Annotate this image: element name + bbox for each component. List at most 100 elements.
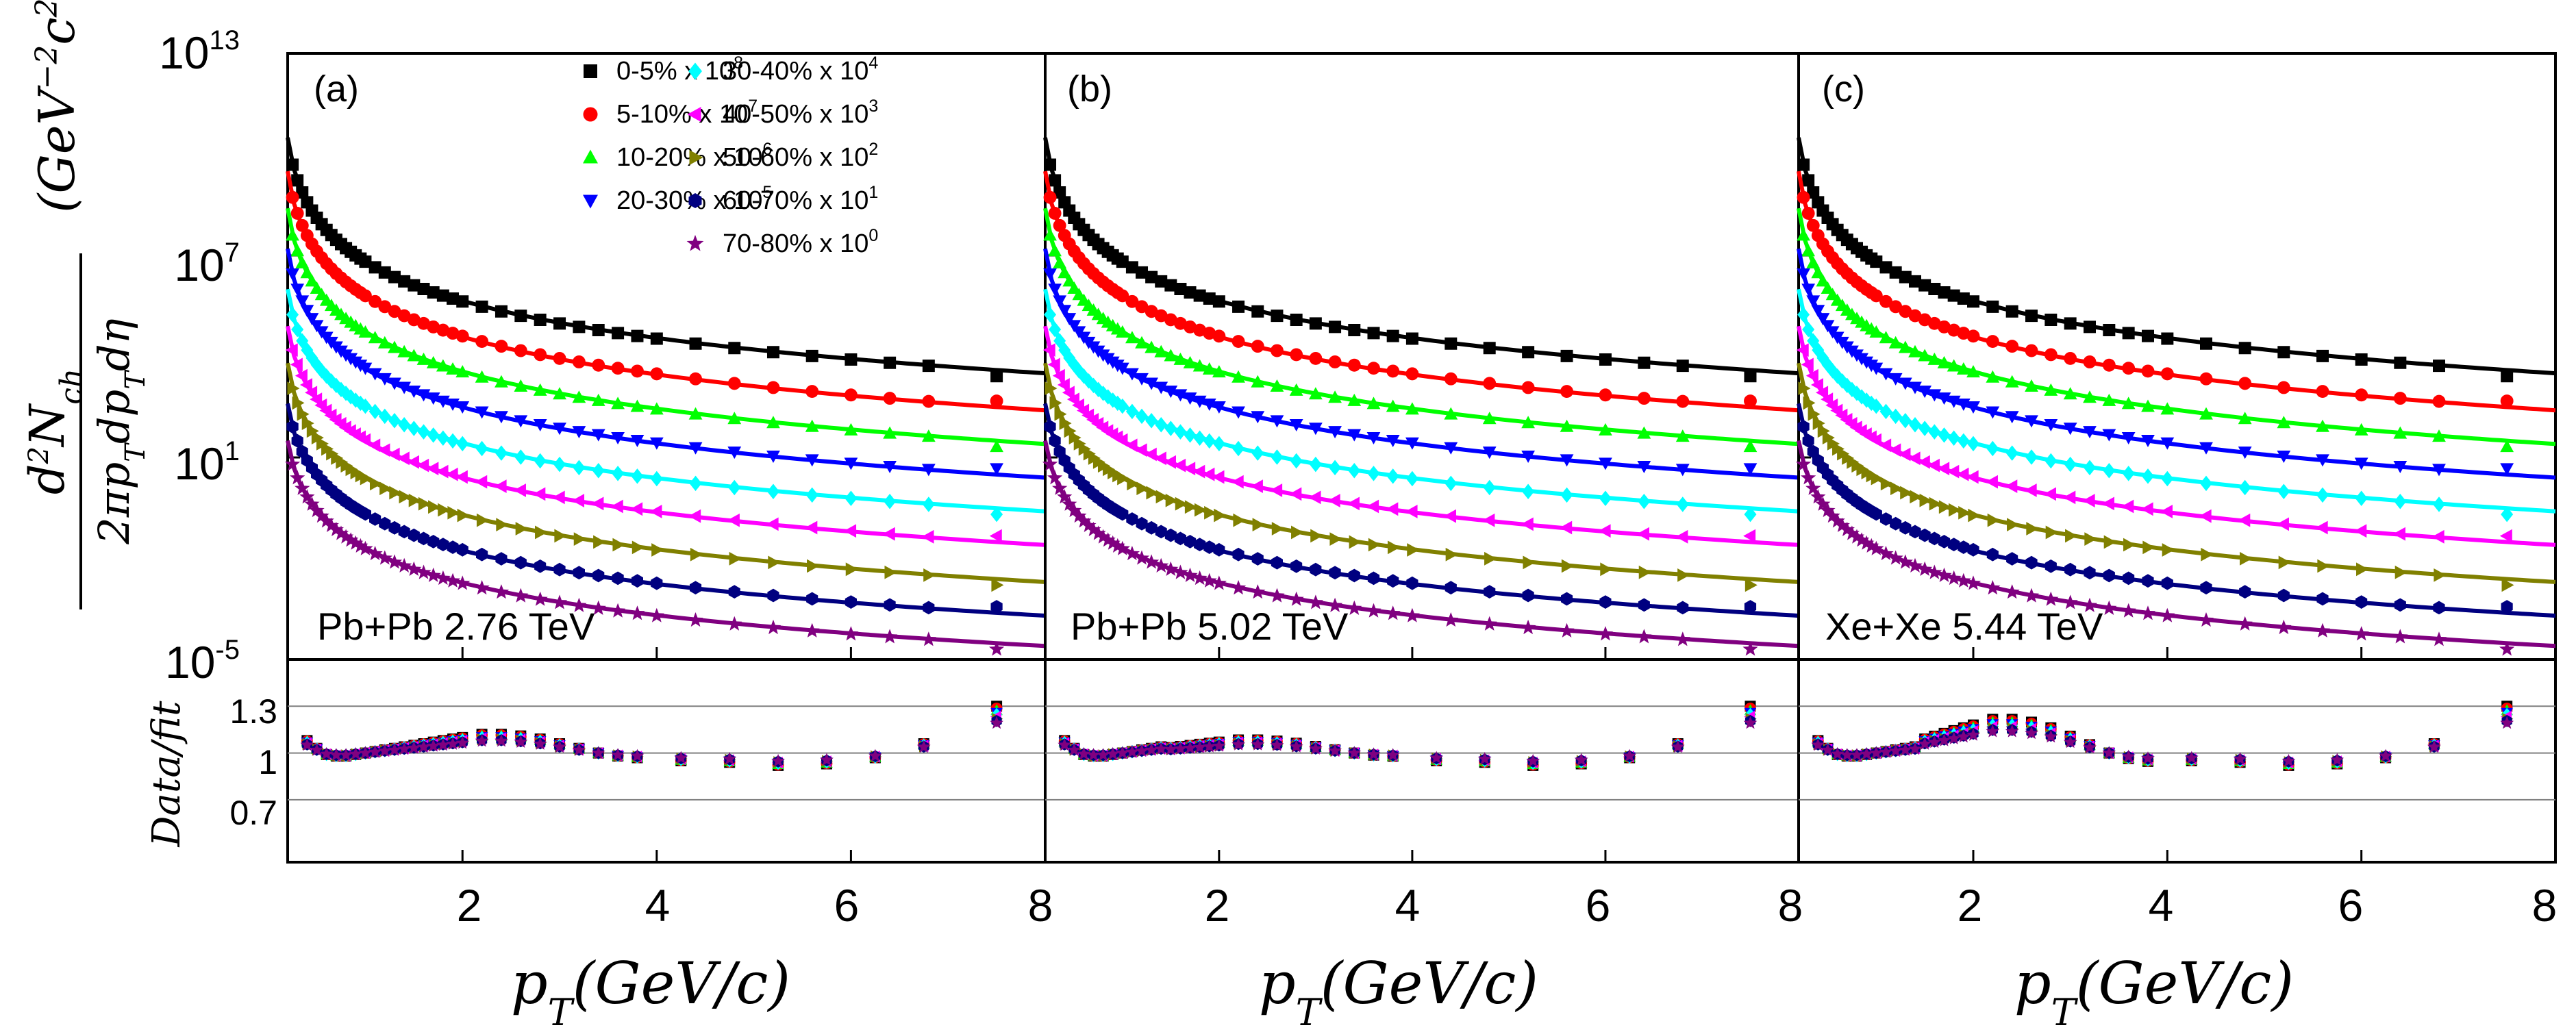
panel-c-point-0-19 [1909,275,1921,288]
panel-c-point-1-15 [1869,289,1883,303]
panel-b-point-2-16 [1125,331,1139,344]
panel-c-point-0-21 [1928,282,1941,295]
panel-b-point-5-29 [1289,487,1302,501]
panel-c-point-1-38 [2277,381,2290,394]
panel-a-point-3-15 [358,362,373,375]
panel-c-point-6-2 [1808,407,1821,421]
y-tick-1e-5: 10-5 [165,635,240,688]
panel-a-point-3-5 [310,320,324,333]
panel-a-point-5-42 [921,529,934,544]
panel-a-point-1-24 [446,327,460,340]
panel-c-point-5-3 [1810,378,1823,392]
panel-a-point-6-16 [369,477,382,491]
panel-a-ratio-point-8-18 [495,733,508,747]
panel-a-point-3-18 [388,377,401,390]
panel-a-point-5-38 [766,517,779,531]
panel-b-point-8-4 [1062,496,1077,511]
panel-a-point-7-25 [456,542,468,557]
panel-b-point-3-22 [1183,392,1197,405]
panel-b-point-2-33 [1366,397,1381,410]
panel-c-point-8-34 [2140,605,2156,620]
panel-b-point-0-17 [1136,266,1149,279]
panel-a-ratio-point-8-4 [339,748,353,761]
panel-a-point-8-36 [688,612,703,627]
panel-b-point-6-4 [1064,424,1077,438]
panel-b-point-8-25 [1211,575,1227,590]
panel-c-point-0-32 [2103,324,2116,337]
x-tick-b-6: 6 [1586,880,1611,931]
panel-c-ratio-point-8-7 [1879,744,1893,758]
panel-c-point-1-35 [2160,367,2174,381]
panel-a-point-7-23 [437,538,449,551]
y-title-d-exp: 2 [23,446,55,464]
panel-b-point-5-1 [1047,357,1060,372]
panel-a-point-6-22 [428,500,441,514]
panel-c-point-2-27 [2005,375,2019,388]
panel-b-point-4-41 [1638,493,1651,509]
panel-a-ratio-point-8-10 [397,742,411,755]
panel-c-point-3-5 [1821,320,1835,333]
panel-b-point-8-13 [1105,535,1121,550]
panel-a-point-7-41 [884,598,896,612]
panel-b-point-7-29 [1290,559,1303,573]
panel-a-point-3-21 [416,389,431,402]
panel-a-point-0-38 [766,346,779,359]
panel-c-point-7-24 [1958,540,1970,554]
panel-b-point-1-37 [1483,377,1497,390]
panel-b-point-2-41 [1637,426,1651,439]
panel-b-point-8-35 [1404,607,1420,622]
panel-b-point-6-1 [1049,396,1062,410]
panel-a-point-0-32 [592,324,605,337]
panel-c-point-6-16 [1880,477,1893,491]
panel-a-point-2-43 [990,440,1004,453]
panel-b-point-4-15 [1116,398,1129,414]
panel-b-point-7-1 [1049,433,1061,448]
panel-c-point-4-36 [2200,475,2212,492]
panel-a-point-4-30 [553,456,566,473]
panel-b-point-1-42 [1676,394,1690,408]
panel-c-point-5-24 [1956,467,1969,481]
panel-b-point-0-16 [1125,261,1138,274]
panel-c-point-1-42 [2432,394,2446,408]
legend-label-1: 5-10% x 107 [616,97,758,129]
panel-a-ratio-point-8-0 [300,738,314,751]
panel-b-system: Pb+Pb 5.02 TeV [1071,605,1349,648]
panel-c-ratio-point-8-9 [1898,742,1912,756]
panel-a-point-8-29 [532,591,548,606]
panel-b-fit-line-1 [1043,171,1799,413]
panel-a-point-7-24 [447,540,459,554]
panel-c-point-5-33 [2121,499,2134,514]
panel-c-point-8-19 [1907,557,1923,572]
panel-a-point-7-36 [690,581,702,595]
panel-c-point-6-35 [2162,543,2175,557]
panel-a-ratio-point-8-29 [820,753,834,766]
panel-a-point-3-20 [407,386,421,399]
panel-c-point-5-40 [2354,524,2367,538]
panel-b-point-8-30 [1308,594,1323,609]
spectra-y-axis-title: d2Nch 2πpTdpTdη (GeV−2c2) [19,0,151,609]
panel-c-point-3-34 [2141,434,2155,447]
panel-c-point-1-39 [2316,385,2329,399]
x-tick-labels: 2 4 6 8 2 4 6 8 2 4 6 8 [457,880,2558,931]
panel-a-point-6-29 [535,525,548,540]
panel-c-point-8-35 [2160,607,2175,622]
panel-c-point-5-26 [1985,475,1998,489]
panel-b-point-0-35 [1405,332,1418,345]
panel-b-fit-line-0 [1043,137,1799,376]
panel-c-point-6-28 [2026,522,2039,536]
legend-marker-2 [583,149,598,164]
panel-b-point-5-5 [1066,392,1079,407]
panel-a-point-2-21 [416,352,431,365]
panel-b-point-4-19 [1155,416,1168,433]
panel-c-point-3-0 [1797,268,1810,281]
panel-b-point-8-12 [1100,532,1116,547]
panel-b-point-6-38 [1523,555,1536,570]
panel-c-ratio-point-8-29 [2330,753,2344,766]
panel-a-fit-line-0 [286,137,1046,376]
panel-a-point-7-20 [408,528,420,542]
panel-a-point-3-40 [844,457,858,470]
panel-b-point-8-9 [1086,521,1101,536]
x-tick-a-4: 4 [645,880,671,931]
panel-c-point-4-37 [2238,479,2251,496]
panel-b-point-5-19 [1153,451,1166,466]
